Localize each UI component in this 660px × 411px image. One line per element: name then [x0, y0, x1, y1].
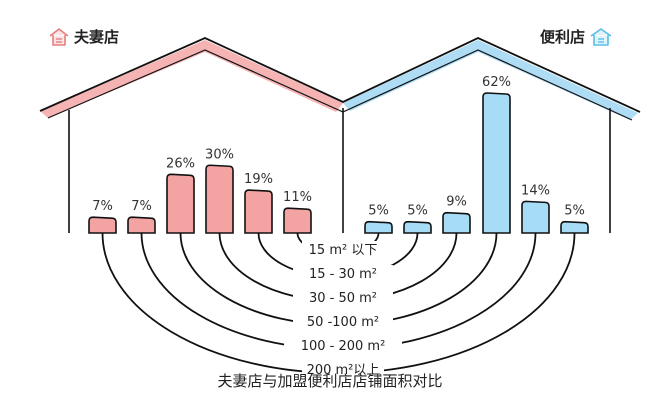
bar-right-1 [403, 220, 432, 234]
bar-left-0 [88, 216, 117, 234]
category-label-bg [284, 337, 402, 353]
legend-right: 便利店 [540, 26, 613, 47]
value-label: 7% [92, 199, 113, 214]
value-label: 7% [131, 199, 152, 214]
legend-left: 夫妻店 [48, 26, 119, 47]
value-labels: 7% 7% 26% 30% 19% 11% 5% 5% 9% 62% 14% 5% [92, 75, 585, 219]
bar-left-3 [205, 164, 234, 234]
bar-right-4 [521, 200, 550, 234]
value-label: 19% [244, 172, 273, 187]
chart-title: 夫妻店与加盟便利店店铺面积对比 [217, 372, 443, 390]
category-label-bg [293, 265, 393, 281]
left-roof-shade [40, 40, 343, 118]
bar-left-2 [166, 173, 195, 234]
category-label-bg [302, 241, 384, 257]
category-label: 15 m² 以下 [309, 243, 378, 258]
value-label: 26% [166, 156, 195, 171]
category-label: 100 - 200 m² [301, 339, 386, 354]
category-labels: 15 m² 以下 15 - 30 m² 30 - 50 m² 50 -100 m² 10… [284, 241, 402, 378]
bar-right-3 [482, 92, 511, 234]
value-label: 5% [368, 204, 389, 219]
house-icon [590, 27, 612, 46]
value-label: 9% [446, 195, 467, 210]
category-label: 200 m²以上 [307, 363, 380, 378]
value-label: 11% [283, 190, 312, 205]
category-label: 30 - 50 m² [309, 291, 377, 306]
category-label: 50 -100 m² [307, 315, 379, 330]
bar-left-1 [127, 216, 156, 234]
bar-left-5 [283, 207, 312, 234]
category-label: 15 - 30 m² [309, 267, 377, 282]
value-label: 5% [407, 204, 428, 219]
category-label-bg [293, 313, 393, 329]
roof-inner-outline [47, 49, 633, 121]
bar-right-0 [364, 220, 393, 234]
category-label-bg [293, 289, 393, 305]
roof-outline [39, 37, 641, 113]
legend-label-right: 便利店 [540, 28, 586, 46]
bars [88, 92, 589, 234]
category-label-bg [302, 361, 384, 377]
value-label: 14% [521, 183, 550, 198]
value-label: 5% [564, 204, 585, 219]
house-icon [49, 27, 69, 46]
bar-right-2 [442, 211, 471, 234]
value-label: 30% [205, 147, 234, 162]
value-label: 62% [482, 75, 511, 90]
bar-left-4 [244, 189, 273, 234]
bar-right-5 [560, 220, 589, 234]
legend-label-left: 夫妻店 [74, 28, 120, 46]
